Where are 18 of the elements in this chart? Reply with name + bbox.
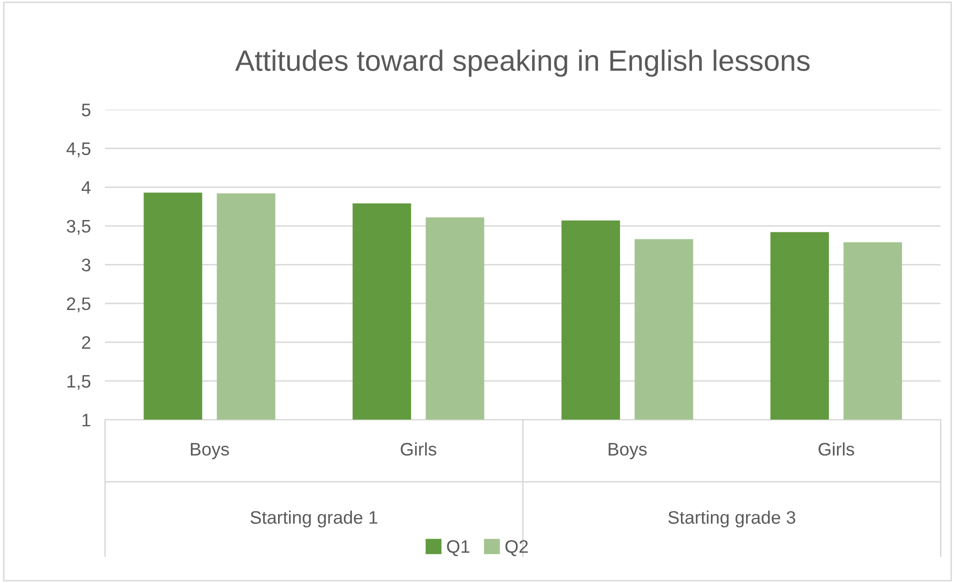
y-tick-label: 4,5: [66, 142, 90, 158]
y-tick-label: 2: [82, 336, 90, 349]
y-tick-label: 2,5: [66, 297, 90, 312]
x-tick-label: Girls: [818, 442, 854, 456]
y-tick-label: 3,5: [66, 220, 90, 235]
y-tick-label: 1,5: [67, 375, 90, 390]
x-tick-label: Boys: [608, 443, 647, 460]
legend-label: Q2: [505, 540, 528, 556]
x-tick-label: Girls: [400, 442, 436, 456]
y-tick-label: 4: [82, 181, 91, 194]
chart-title: Attitudes toward speaking in English lessons: [235, 50, 810, 77]
y-tick-label: 1: [82, 414, 90, 426]
y-tick-label: 3: [82, 258, 90, 272]
x-tick-label: Boys: [190, 443, 229, 460]
text: Starting grade 3: [668, 510, 796, 528]
text: Starting grade 1: [250, 510, 378, 528]
y-tick-label: 5: [82, 104, 90, 116]
legend-label: Q1: [447, 540, 470, 556]
